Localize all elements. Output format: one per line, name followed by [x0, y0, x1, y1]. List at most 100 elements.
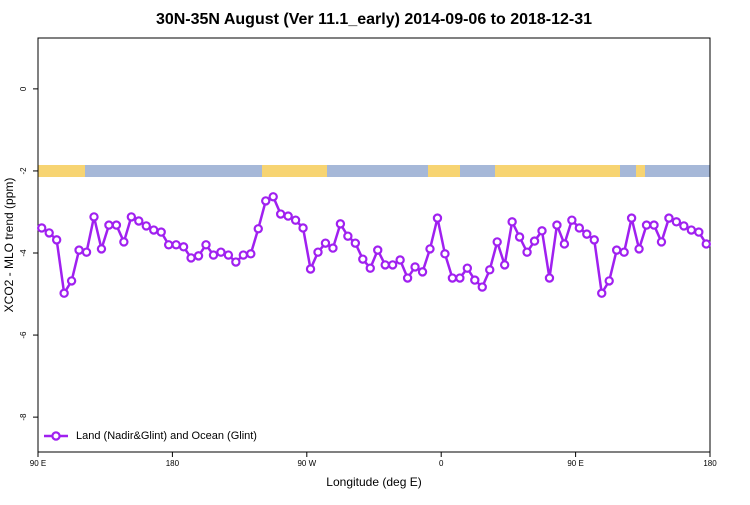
x-tick-label: 90 W [297, 459, 316, 468]
data-point [283, 211, 293, 221]
data-point [499, 260, 510, 270]
data-point [373, 245, 383, 255]
y-tick-label: 0 [19, 86, 28, 91]
data-point [171, 240, 181, 250]
data-point [44, 228, 54, 238]
data-point [522, 247, 532, 257]
land-band [38, 165, 85, 177]
data-point [507, 217, 517, 227]
data-point [664, 213, 674, 223]
data-point [290, 215, 301, 225]
data-point [350, 238, 361, 248]
data-point [111, 220, 122, 230]
data-point [462, 263, 473, 273]
data-point [261, 196, 271, 206]
y-tick-label: -4 [19, 249, 28, 257]
data-point [485, 265, 495, 275]
data-point [387, 260, 398, 270]
land-band [428, 165, 460, 177]
data-point [96, 244, 107, 254]
data-point [81, 247, 92, 257]
data-point [201, 240, 211, 250]
data-point [126, 212, 137, 222]
data-point [604, 276, 614, 286]
data-point [671, 217, 682, 227]
data-point [134, 216, 144, 226]
data-point [178, 242, 189, 252]
data-point [552, 220, 562, 230]
data-point [313, 247, 323, 257]
data-point [694, 227, 704, 237]
data-point [223, 250, 234, 260]
data-point [193, 251, 204, 261]
land-band [636, 165, 645, 177]
data-point [656, 237, 667, 247]
x-tick-label: 90 E [567, 459, 583, 468]
data-point [268, 192, 278, 202]
data-point [163, 240, 174, 250]
data-point [320, 238, 331, 248]
data-point [537, 226, 547, 236]
data-point [358, 254, 368, 264]
data-point [246, 249, 256, 259]
data-point [425, 244, 435, 254]
data-point [679, 221, 689, 231]
data-point [701, 239, 711, 249]
data-point [335, 219, 346, 229]
data-point [395, 255, 405, 265]
data-point [365, 263, 375, 273]
data-point [275, 209, 286, 219]
data-point [641, 220, 652, 230]
data-point [686, 225, 697, 235]
data-point [634, 244, 644, 254]
data-point [447, 273, 458, 283]
data-point [492, 237, 502, 247]
data-point [216, 247, 226, 257]
data-point [37, 223, 47, 233]
land-band [262, 165, 327, 177]
data-point [514, 232, 525, 242]
data-point [156, 227, 166, 237]
data-point [619, 247, 629, 257]
data-point [66, 276, 77, 286]
data-point [74, 245, 84, 255]
land-ocean-band [38, 165, 710, 177]
data-point [305, 264, 316, 274]
data-point [544, 273, 555, 283]
data-point [343, 231, 353, 241]
legend-label: Land (Nadir&Glint) and Ocean (Glint) [76, 430, 257, 442]
data-point [529, 236, 540, 246]
data-point [417, 267, 428, 277]
data-point [253, 224, 263, 234]
y-tick-label: -8 [19, 413, 28, 421]
data-point [559, 239, 570, 249]
data-point [380, 260, 390, 270]
data-point [649, 220, 659, 230]
x-tick-label: 180 [166, 459, 180, 468]
data-point [51, 235, 62, 245]
data-point [89, 212, 99, 222]
x-axis-label: Longitude (deg E) [326, 475, 421, 489]
data-point [410, 262, 420, 272]
data-point [59, 288, 69, 298]
y-axis-label: XCO2 - MLO trend (ppm) [2, 178, 16, 313]
data-point [149, 225, 159, 235]
data-point [141, 221, 151, 231]
data-point [119, 237, 129, 247]
data-point [611, 245, 622, 255]
data-point [231, 257, 241, 267]
data-point [567, 215, 577, 225]
data-point [574, 223, 585, 233]
data-point [402, 273, 413, 283]
x-tick-label: 180 [703, 459, 717, 468]
data-point [455, 273, 465, 283]
data-point [432, 213, 443, 223]
data-point [626, 213, 637, 223]
y-tick-label: -2 [19, 167, 28, 175]
legend-marker [51, 431, 61, 441]
data-point [298, 223, 308, 233]
data-point [440, 249, 450, 259]
data-point [589, 235, 599, 245]
data-point [186, 253, 196, 263]
